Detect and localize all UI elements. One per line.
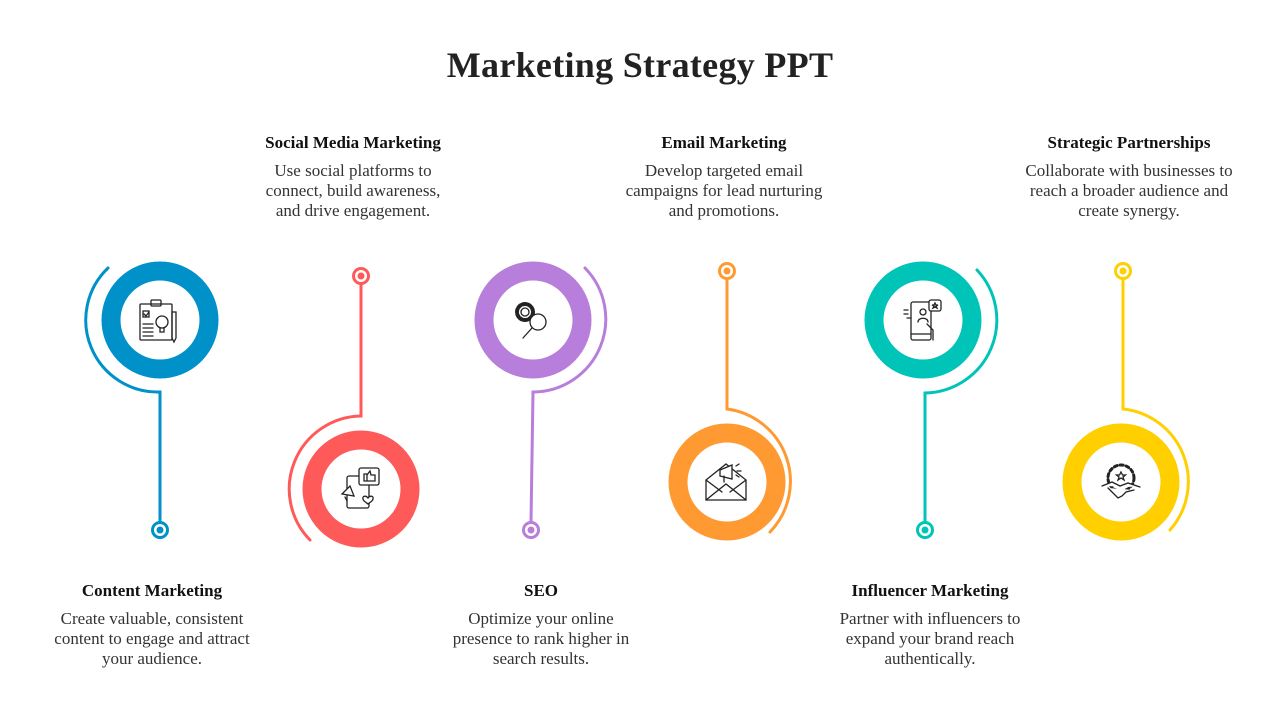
step-influencer-marketing: Influencer Marketing Partner with influe…	[810, 581, 1050, 669]
node-social-media-marketing	[287, 267, 420, 548]
step-description: Optimize your online presence to rank hi…	[452, 609, 630, 668]
step-description: Create valuable, consistent content to e…	[54, 609, 250, 668]
ring	[864, 261, 982, 379]
node-strategic-partnerships	[1062, 262, 1190, 541]
step-heading: SEO	[523, 581, 559, 600]
connector-arc	[725, 277, 792, 534]
connector-arc	[287, 282, 363, 542]
node-seo	[474, 261, 608, 539]
envelope-megaphone-icon	[705, 463, 747, 501]
gear-search-icon	[515, 302, 547, 339]
step-email-marketing: Email Marketing Develop targeted email c…	[604, 133, 844, 221]
step-heading: Content Marketing	[81, 581, 223, 600]
connector-arc	[1121, 277, 1190, 532]
step-description: Use social platforms to connect, build a…	[265, 161, 441, 220]
step-social-media-marketing: Social Media Marketing Use social platfo…	[233, 133, 473, 221]
connector-arc	[84, 266, 162, 524]
step-description: Collaborate with businesses to reach a b…	[1025, 161, 1233, 220]
clipboard-idea-icon	[139, 299, 177, 344]
step-content-marketing: Content Marketing Create valuable, consi…	[32, 581, 272, 669]
ring	[1062, 423, 1180, 541]
social-media-megaphone-icon	[340, 467, 380, 509]
ring	[302, 430, 420, 548]
connector-arc	[923, 268, 999, 524]
phone-influencer-icon	[903, 299, 942, 341]
ring	[101, 261, 219, 379]
step-description: Develop targeted email campaigns for lea…	[625, 161, 823, 220]
step-heading: Social Media Marketing	[265, 133, 441, 152]
ring	[668, 423, 786, 541]
step-heading: Email Marketing	[661, 133, 787, 152]
ring	[474, 261, 592, 379]
step-seo: SEO Optimize your online presence to ran…	[421, 581, 661, 669]
connector-arc	[529, 266, 608, 524]
node-content-marketing	[84, 261, 219, 539]
handshake-gear-icon	[1101, 463, 1141, 499]
step-heading: Strategic Partnerships	[1047, 133, 1211, 152]
node-influencer-marketing	[864, 261, 999, 539]
step-strategic-partnerships: Strategic Partnerships Collaborate with …	[1009, 133, 1249, 221]
step-description: Partner with influencers to expand your …	[839, 609, 1021, 668]
step-heading: Influencer Marketing	[851, 581, 1009, 600]
page-title: Marketing Strategy PPT	[446, 45, 834, 85]
node-email-marketing	[668, 262, 792, 541]
